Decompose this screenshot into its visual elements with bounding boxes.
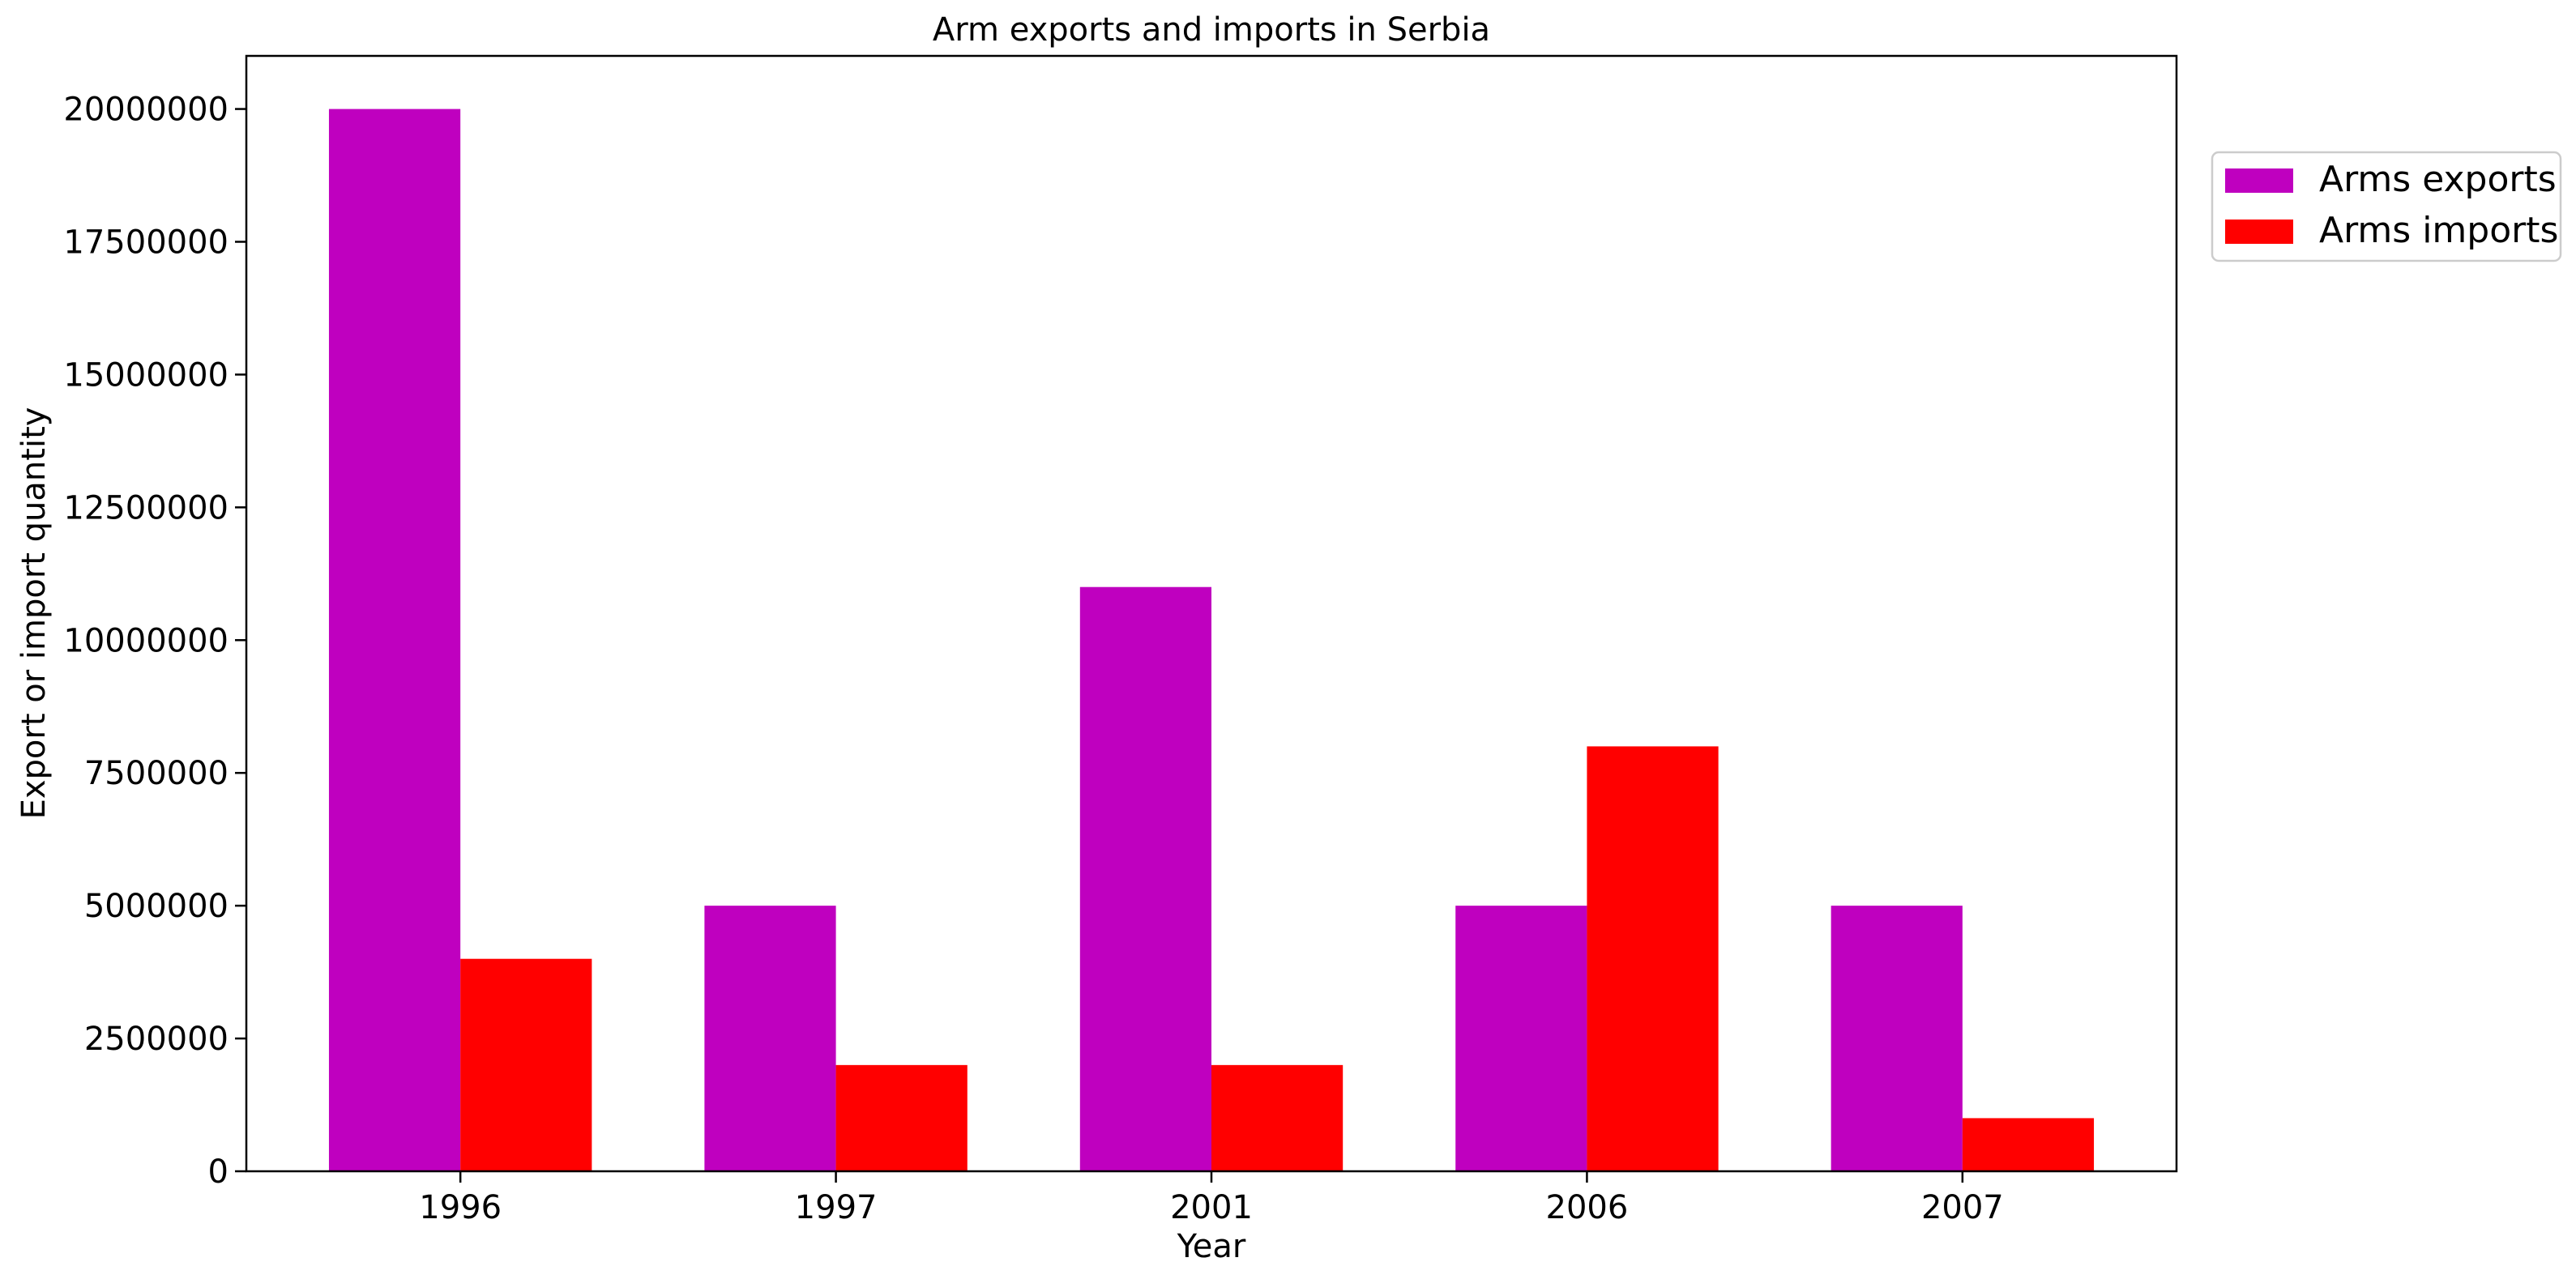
bars-group xyxy=(328,109,2095,1172)
bar-arms-exports-1996 xyxy=(328,109,461,1172)
y-tick-label: 5000000 xyxy=(84,888,229,925)
legend: Arms exports Arms imports xyxy=(2211,151,2562,262)
y-tick-label: 7500000 xyxy=(84,755,229,792)
y-tick-label: 0 xyxy=(208,1153,229,1191)
bar-arms-exports-2007 xyxy=(1831,906,1963,1171)
y-tick-label: 12500000 xyxy=(63,489,229,527)
legend-swatch xyxy=(2225,168,2293,193)
x-tick-label: 2006 xyxy=(1546,1189,1629,1226)
x-axis: 1996 1997 2001 2006 2007 xyxy=(419,1171,2004,1226)
legend-swatch xyxy=(2225,220,2293,244)
bar-arms-imports-2001 xyxy=(1211,1064,1344,1171)
x-tick-label: 2007 xyxy=(1921,1189,2004,1226)
y-tick-label: 20000000 xyxy=(63,92,229,129)
y-tick-label: 2500000 xyxy=(84,1021,229,1058)
x-tick-label: 1996 xyxy=(419,1189,502,1226)
bar-arms-exports-1997 xyxy=(704,906,836,1171)
legend-box xyxy=(2211,151,2562,262)
bar-arms-imports-1997 xyxy=(835,1064,968,1171)
bar-arms-imports-1996 xyxy=(460,958,592,1171)
x-axis-title: Year xyxy=(1177,1228,1246,1265)
bar-arms-exports-2006 xyxy=(1455,906,1587,1171)
legend-label: Arms imports xyxy=(2319,210,2558,251)
y-axis: 0 2500000 5000000 7500000 10000000 12500000 15… xyxy=(63,92,246,1191)
bar-arms-imports-2006 xyxy=(1587,746,1719,1171)
legend-label: Arms exports xyxy=(2319,159,2557,200)
y-tick-label: 15000000 xyxy=(63,356,229,394)
y-tick-label: 17500000 xyxy=(63,224,229,262)
x-tick-label: 1997 xyxy=(795,1189,878,1226)
bar-arms-imports-2007 xyxy=(1962,1118,2095,1171)
chart-title: Arm exports and imports in Serbia xyxy=(933,11,1490,49)
y-axis-title: Export or import quantity xyxy=(15,407,53,820)
y-tick-label: 10000000 xyxy=(63,622,229,659)
bar-arms-exports-2001 xyxy=(1079,586,1211,1171)
x-tick-label: 2001 xyxy=(1170,1189,1253,1226)
